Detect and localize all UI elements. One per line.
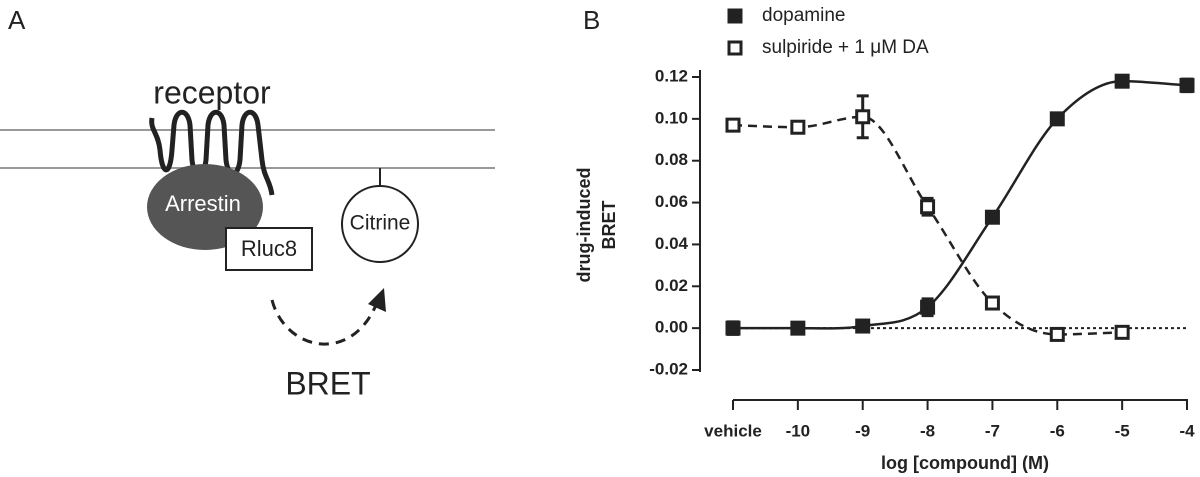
citrine-shape xyxy=(341,185,419,263)
x-tick-label: -4 xyxy=(1179,421,1195,440)
arrow-head xyxy=(368,288,386,312)
x-tick-label: -8 xyxy=(920,421,935,440)
x-tick-label: vehicle xyxy=(704,421,762,440)
transfer-arrow xyxy=(270,299,378,346)
arrestin-label: Arrestin xyxy=(165,191,241,216)
point xyxy=(790,119,806,135)
point xyxy=(790,320,806,336)
x-tick-label: -9 xyxy=(855,421,870,440)
point xyxy=(1114,324,1130,340)
point xyxy=(920,199,936,215)
y-tick-label: -0.02 xyxy=(649,359,688,378)
receptor-label: receptor xyxy=(153,74,271,110)
y-tick-label: 0.02 xyxy=(655,276,688,295)
y-tick-label: 0.06 xyxy=(655,192,688,211)
point xyxy=(1049,111,1065,127)
point xyxy=(855,109,871,125)
panel-label: B xyxy=(583,5,600,35)
receptor-shape xyxy=(149,109,275,196)
legend-swatch xyxy=(727,40,743,56)
y-tick-label: 0.04 xyxy=(655,234,689,253)
bret-label: BRET xyxy=(285,365,370,401)
point xyxy=(1049,326,1065,342)
legend-label: sulpiride + 1 μM DA xyxy=(762,37,929,58)
x-tick-label: -6 xyxy=(1050,421,1065,440)
x-tick-label: -5 xyxy=(1115,421,1130,440)
y-axis-label: BRET xyxy=(599,200,619,249)
point xyxy=(725,320,741,336)
x-tick-label: -7 xyxy=(985,421,1000,440)
y-tick-label: 0.10 xyxy=(655,108,688,127)
fit-curve xyxy=(732,79,1188,330)
legend-swatch xyxy=(727,8,743,24)
point xyxy=(984,209,1000,225)
point xyxy=(855,318,871,334)
x-tick-label: -10 xyxy=(786,421,811,440)
point xyxy=(920,299,936,315)
point xyxy=(1114,73,1130,89)
y-tick-label: 0.08 xyxy=(655,150,688,169)
point xyxy=(725,117,741,133)
legend-label: dopamine xyxy=(762,5,845,26)
point xyxy=(1179,77,1195,93)
point xyxy=(984,295,1000,311)
y-tick-label: 0.12 xyxy=(655,66,688,85)
panel-label: A xyxy=(8,5,26,35)
y-tick-label: 0.00 xyxy=(655,318,688,337)
citrine-label: Citrine xyxy=(350,212,411,235)
y-axis-label: drug-induced xyxy=(574,168,594,283)
rluc8-box xyxy=(225,227,313,271)
x-axis-label: log [compound] (M) xyxy=(881,453,1049,473)
rluc8-label: Rluc8 xyxy=(241,236,297,261)
